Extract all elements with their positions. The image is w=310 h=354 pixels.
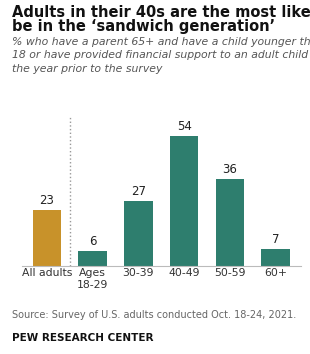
Text: 6: 6 [89,235,96,248]
Text: 7: 7 [272,233,279,246]
Text: 36: 36 [222,163,237,176]
Bar [170,136,198,266]
Bar [261,249,290,266]
Text: 27: 27 [131,185,146,198]
Bar [33,210,61,266]
Bar [124,201,153,266]
Bar [78,251,107,266]
Bar [216,179,244,266]
Text: % who have a parent 65+ and have a child younger than
18 or have provided financ: % who have a parent 65+ and have a child… [12,37,310,74]
Text: Source: Survey of U.S. adults conducted Oct. 18-24, 2021.: Source: Survey of U.S. adults conducted … [12,310,297,320]
Text: 23: 23 [39,194,54,207]
Text: be in the ‘sandwich generation’: be in the ‘sandwich generation’ [12,19,276,34]
Text: Adults in their 40s are the most likely to: Adults in their 40s are the most likely … [12,5,310,20]
Text: 54: 54 [177,120,192,133]
Text: PEW RESEARCH CENTER: PEW RESEARCH CENTER [12,333,154,343]
